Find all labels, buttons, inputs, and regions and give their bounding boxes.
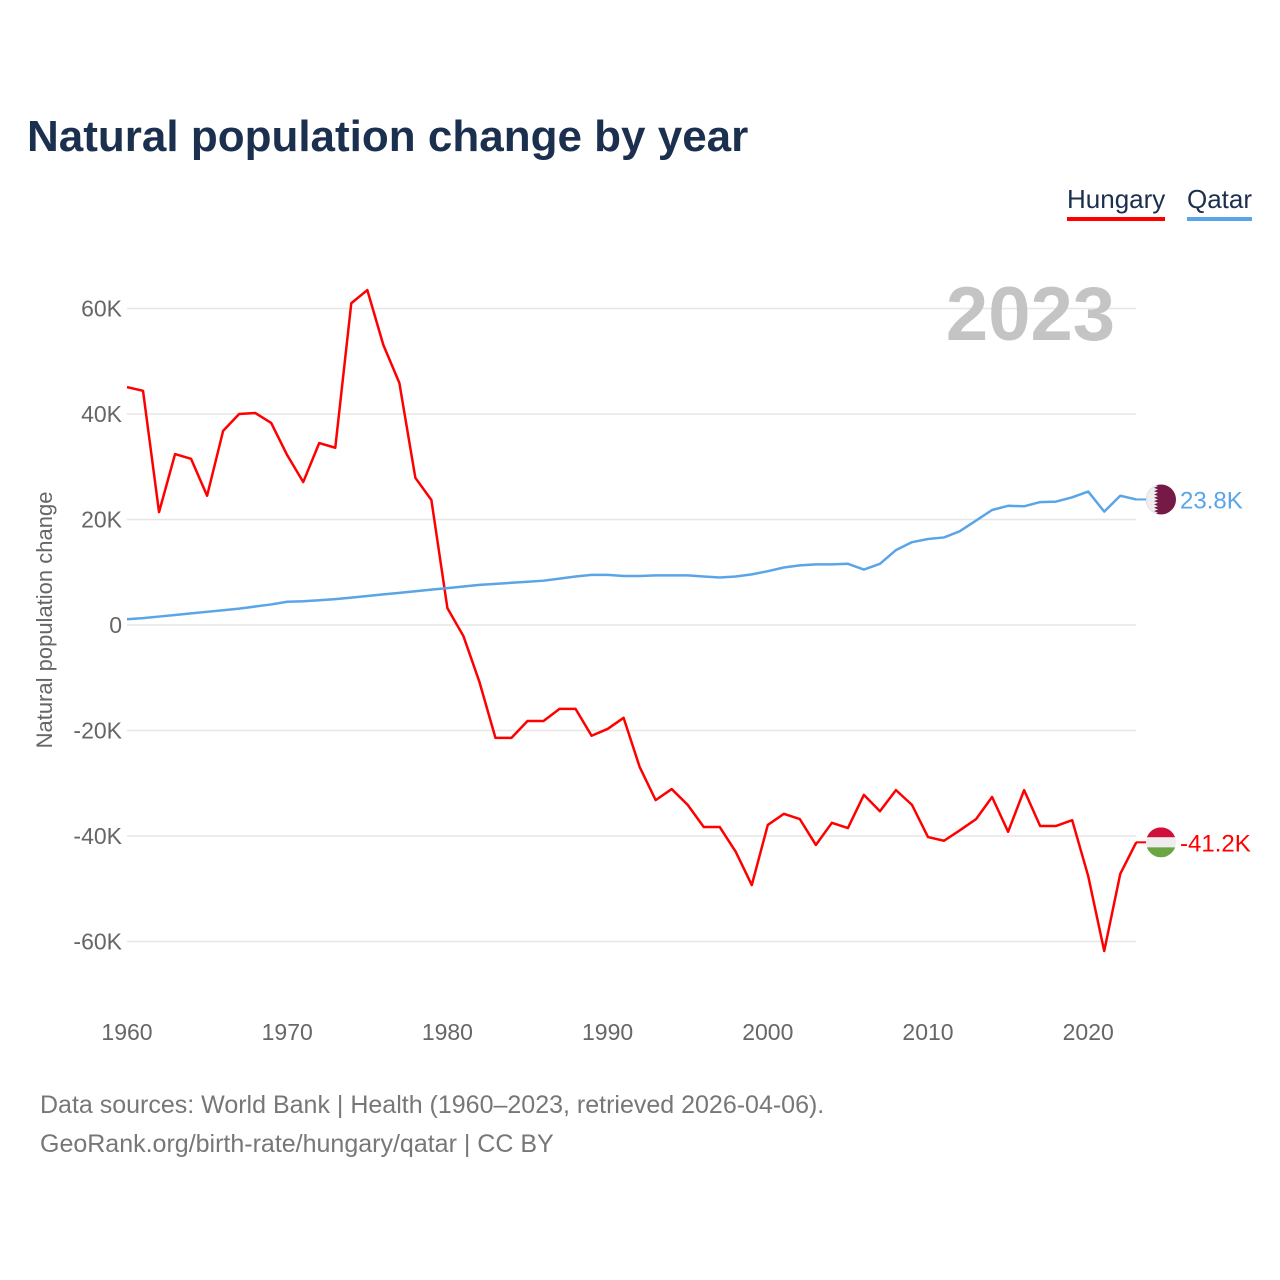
year-label: 2023: [946, 272, 1115, 357]
x-tick-label: 2000: [742, 1019, 793, 1045]
x-tick-label: 2020: [1063, 1019, 1114, 1045]
y-tick-label: 40K: [81, 401, 123, 427]
source-note: Data sources: World Bank | Health (1960–…: [40, 1091, 825, 1119]
x-tick-label: 1960: [101, 1019, 152, 1045]
y-tick-label: -40K: [73, 823, 122, 849]
series-line-qatar: [126, 490, 1137, 621]
end-value-label: -41.2K: [1180, 830, 1251, 857]
x-tick-label: 1990: [582, 1019, 633, 1045]
chart-title: Natural population change by year: [27, 112, 749, 161]
y-tick-label: 0: [109, 612, 122, 638]
y-tick-label: 20K: [81, 507, 123, 533]
source-link[interactable]: GeoRank.org/birth-rate/hungary/qatar | C…: [40, 1130, 554, 1158]
legend-qatar[interactable]: Qatar: [1187, 184, 1253, 221]
x-tick-label: 1970: [262, 1019, 313, 1045]
x-tick-label: 1980: [422, 1019, 473, 1045]
series-line-hungary: [126, 288, 1138, 953]
qatar-flag-icon: [1146, 484, 1176, 515]
hungary-flag-icon: [1146, 827, 1176, 858]
y-tick-label: 60K: [81, 296, 123, 322]
y-tick-label: -60K: [73, 929, 122, 955]
y-tick-label: -20K: [73, 718, 122, 744]
footer: Data sources: World Bank | Health (1960–…: [40, 1086, 824, 1164]
x-tick-label: 2010: [902, 1019, 953, 1045]
end-value-label: 23.8K: [1180, 487, 1243, 514]
legend-hungary[interactable]: Hungary: [1067, 184, 1166, 221]
y-axis-label: Natural population change: [32, 492, 57, 749]
